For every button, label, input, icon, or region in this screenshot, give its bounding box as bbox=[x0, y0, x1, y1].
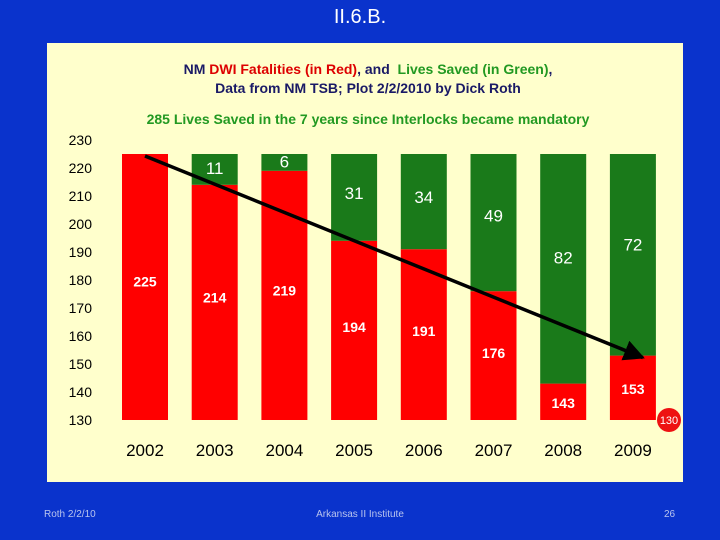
data-label-fatalities: 143 bbox=[552, 395, 576, 411]
bar-fatalities bbox=[191, 184, 238, 420]
x-tick-label: 2009 bbox=[614, 441, 652, 460]
y-tick-label: 230 bbox=[69, 132, 93, 148]
bar-fatalities bbox=[122, 154, 168, 420]
annotation-label: 130 bbox=[660, 415, 678, 427]
annotation-marker bbox=[657, 408, 681, 432]
x-axis: 2002 2003 2004 2005 2006 2007 2008 2009 bbox=[126, 441, 652, 460]
data-label-fatalities: 176 bbox=[482, 345, 506, 361]
bar-lives-saved bbox=[470, 154, 517, 292]
title-part-3: , and bbox=[357, 61, 397, 77]
data-label-lives-saved: 11 bbox=[206, 159, 224, 178]
x-tick-label: 2006 bbox=[405, 441, 443, 460]
bar-fatalities bbox=[540, 383, 587, 420]
bar-lives-saved bbox=[261, 154, 308, 171]
y-tick-label: 200 bbox=[69, 216, 93, 232]
bar-lives-saved bbox=[540, 154, 587, 384]
footer-organization: Arkansas II Institute bbox=[316, 509, 404, 520]
data-label-lives-saved: 82 bbox=[554, 248, 573, 267]
y-axis: 130 140 150 160 170 180 190 200 210 220 230 bbox=[69, 132, 93, 428]
trend-line bbox=[144, 154, 645, 361]
title-part-2: DWI Fatalities (in Red) bbox=[209, 61, 357, 77]
x-tick-label: 2008 bbox=[544, 441, 582, 460]
slide-title: II.6.B. bbox=[333, 6, 387, 28]
title-part-1: NM bbox=[184, 61, 210, 77]
chart-title-line2: Data from NM TSB; Plot 2/2/2010 by Dick … bbox=[215, 80, 521, 96]
y-tick-label: 210 bbox=[69, 188, 93, 204]
bar-lives-saved bbox=[609, 154, 656, 356]
data-label-lives-saved: 34 bbox=[414, 188, 433, 207]
data-label-fatalities: 194 bbox=[342, 319, 366, 335]
data-label-lives-saved: 31 bbox=[345, 184, 364, 203]
data-label-fatalities: 153 bbox=[621, 381, 645, 397]
bar-fatalities bbox=[609, 355, 656, 420]
bar-fatalities bbox=[400, 249, 447, 420]
bar-fatalities bbox=[470, 291, 517, 420]
title-part-5: , bbox=[548, 61, 552, 77]
x-tick-label: 2005 bbox=[335, 441, 373, 460]
x-tick-label: 2002 bbox=[126, 441, 164, 460]
data-label-lives-saved: 72 bbox=[623, 236, 642, 255]
trend-arrow bbox=[144, 154, 645, 361]
y-tick-label: 140 bbox=[69, 384, 93, 400]
y-tick-label: 130 bbox=[69, 412, 93, 428]
data-label-lives-saved: 49 bbox=[484, 207, 503, 226]
data-label-lives-saved: 6 bbox=[280, 153, 289, 172]
y-tick-label: 160 bbox=[69, 328, 93, 344]
y-tick-label: 220 bbox=[69, 160, 93, 176]
bar-lives-saved bbox=[400, 154, 447, 250]
chart-title-line1: NM DWI Fatalities (in Red), and Lives Sa… bbox=[184, 61, 553, 77]
bar-lives-saved bbox=[331, 154, 378, 241]
bar-fatalities bbox=[331, 240, 378, 420]
y-tick-label: 190 bbox=[69, 244, 93, 260]
y-tick-label: 180 bbox=[69, 272, 93, 288]
annotation: 130 bbox=[657, 408, 681, 432]
x-tick-label: 2007 bbox=[475, 441, 513, 460]
chart-subtitle: 285 Lives Saved in the 7 years since Int… bbox=[147, 111, 590, 127]
x-tick-label: 2004 bbox=[265, 441, 303, 460]
footer-page-number: 26 bbox=[664, 509, 676, 520]
y-tick-label: 170 bbox=[69, 300, 93, 316]
data-label-fatalities: 219 bbox=[273, 282, 297, 298]
data-label-fatalities: 225 bbox=[133, 274, 157, 290]
title-part-4: Lives Saved (in Green) bbox=[398, 61, 549, 77]
bars: 225 214 11 219 6 194 31 191 34 176 49 143 82 153 72 bbox=[122, 153, 656, 420]
data-label-fatalities: 214 bbox=[203, 290, 227, 306]
y-tick-label: 150 bbox=[69, 356, 93, 372]
data-label-fatalities: 191 bbox=[412, 323, 436, 339]
x-tick-label: 2003 bbox=[196, 441, 234, 460]
footer-date: Roth 2/2/10 bbox=[44, 509, 96, 520]
